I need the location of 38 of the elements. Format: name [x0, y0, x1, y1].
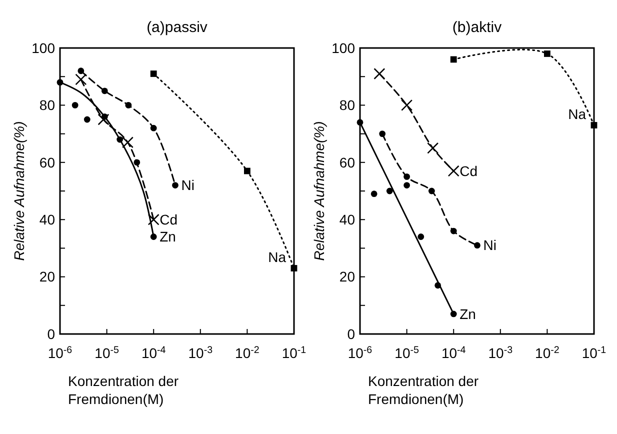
series-label: Cd [160, 212, 178, 228]
y-tick-label: 60 [339, 154, 356, 170]
x-axis-title: Konzentration der Fremdionen(M) [68, 373, 179, 407]
y-tick-label: 0 [347, 326, 356, 342]
x-tick-label: 10$^{-3}$ [188, 344, 214, 361]
series-label: Zn [160, 228, 176, 245]
y-tick-label: 80 [339, 97, 356, 114]
y-tick-label: 40 [39, 212, 56, 228]
y-tick-label: 0 [47, 326, 56, 342]
chart-title: (b)aktiv [452, 19, 502, 36]
x-tick-label: 10$^{-2}$ [235, 344, 260, 361]
x-tick-label: 10$^{-4}$ [441, 344, 466, 361]
series-label: Na [268, 249, 286, 266]
y-tick-label: 20 [39, 268, 56, 285]
x-tick-label: 10$^{-1}$ [582, 344, 606, 361]
y-tick-label: 100 [32, 40, 56, 56]
x-tick-label: 10$^{-5}$ [394, 344, 420, 361]
x-tick-label: 10$^{-4}$ [141, 344, 166, 361]
x-tick-label: 10$^{-1}$ [282, 344, 306, 361]
y-tick-label: 40 [339, 212, 356, 228]
x-tick-label: 10$^{-6}$ [348, 344, 373, 361]
y-tick-label: 60 [39, 154, 56, 170]
series-label: Ni [181, 177, 194, 194]
y-axis-title: Relative Aufnahme(%) [11, 121, 27, 261]
y-axis-title: Relative Aufnahme(%) [311, 121, 327, 261]
series-label: Zn [460, 306, 476, 322]
series-label: Ni [483, 237, 496, 254]
y-tick-label: 100 [332, 40, 356, 56]
x-tick-label: 10$^{-2}$ [535, 344, 560, 361]
series-label: Na [568, 106, 586, 122]
x-tick-label: 10$^{-5}$ [94, 344, 120, 361]
chart-title: (a)passiv [146, 19, 208, 36]
series-label: Cd [460, 162, 478, 179]
x-axis-title: Konzentration der Fremdionen(M) [368, 373, 479, 407]
y-tick-label: 80 [39, 97, 56, 114]
x-tick-label: 10$^{-6}$ [48, 344, 73, 361]
x-tick-label: 10$^{-3}$ [488, 344, 514, 361]
y-tick-label: 20 [339, 268, 356, 285]
